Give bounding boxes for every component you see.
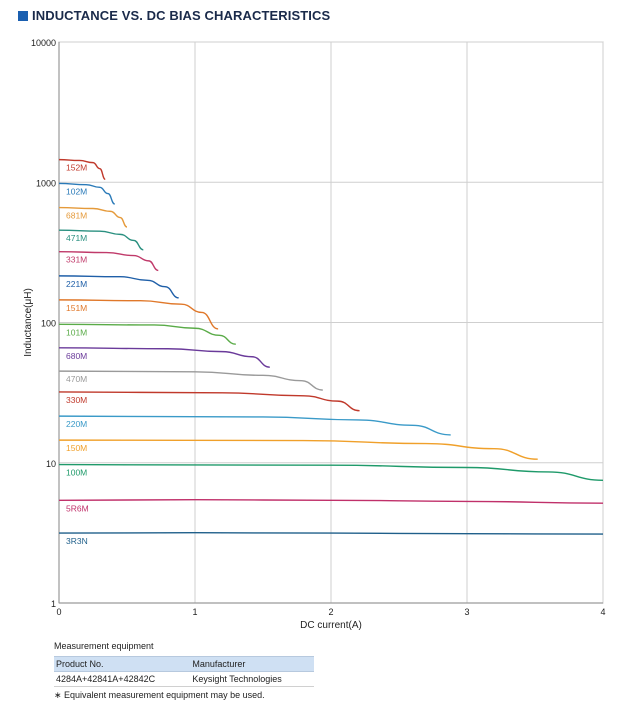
series-label-331m: 331M	[66, 255, 87, 265]
x-tick-label: 0	[56, 607, 61, 617]
series-line-151m	[58, 299, 219, 330]
series-line-471m	[58, 229, 144, 251]
manufacturer-cell: Keysight Technologies	[190, 671, 314, 687]
series-label-152m: 152M	[66, 163, 87, 173]
series-line-102m	[58, 182, 116, 205]
measurement-note: ∗ Equivalent measurement equipment may b…	[54, 690, 265, 700]
chart-title-row: INDUCTANCE VS. DC BIAS CHARACTERISTICS	[18, 8, 330, 23]
series-label-330m: 330M	[66, 395, 87, 405]
x-tick-label: 1	[192, 607, 197, 617]
product-cell: 4284A+42841A+42842C	[54, 671, 191, 687]
series-label-220m: 220M	[66, 419, 87, 429]
y-tick-label: 10000	[31, 38, 56, 48]
series-line-150m	[58, 439, 538, 460]
x-tick-label: 2	[328, 607, 333, 617]
series-label-5r6m: 5R6M	[66, 503, 89, 513]
table-row: 4284A+42841A+42842C Keysight Technologie…	[54, 671, 314, 687]
series-label-150m: 150M	[66, 443, 87, 453]
y-tick-label: 100	[41, 319, 56, 329]
series-label-680m: 680M	[66, 351, 87, 361]
series-label-101m: 101M	[66, 327, 87, 337]
measurement-heading: Measurement equipment	[54, 641, 154, 651]
x-axis-label: DC current(A)	[300, 620, 362, 631]
series-label-471m: 471M	[66, 233, 87, 243]
series-label-681m: 681M	[66, 211, 87, 221]
series-line-681m	[58, 206, 128, 228]
series-line-221m	[58, 275, 179, 299]
series-label-151m: 151M	[66, 303, 87, 313]
series-line-331m	[58, 250, 159, 272]
y-tick-label: 1000	[36, 178, 56, 188]
col-product-header: Product No.	[54, 656, 191, 672]
series-line-152m	[58, 158, 106, 180]
series-label-102m: 102M	[66, 186, 87, 196]
y-tick-label: 10	[46, 459, 56, 469]
series-line-680m	[58, 347, 270, 368]
measurement-section: Measurement equipment Product No. Manufa…	[54, 641, 314, 701]
y-tick-label: 1	[51, 599, 56, 609]
series-line-100m	[58, 463, 604, 481]
series-line-220m	[58, 415, 451, 436]
series-label-100m: 100M	[66, 468, 87, 478]
chart-title: INDUCTANCE VS. DC BIAS CHARACTERISTICS	[32, 8, 331, 23]
series-line-3r3n	[58, 532, 604, 535]
title-square-icon	[18, 10, 28, 21]
series-line-470m	[58, 370, 323, 391]
series-label-3r3n: 3R3N	[66, 536, 88, 546]
series-line-101m	[58, 323, 236, 345]
series-label-470m: 470M	[66, 374, 87, 384]
y-axis-label: Inductance(μH)	[23, 288, 34, 357]
x-tick-label: 3	[464, 607, 469, 617]
measurement-table: Product No. Manufacturer 4284A+42841A+42…	[54, 656, 314, 687]
measurement-header-row: Product No. Manufacturer	[54, 656, 314, 672]
x-tick-label: 4	[600, 607, 605, 617]
series-line-330m	[58, 391, 360, 412]
col-manufacturer-header: Manufacturer	[190, 656, 314, 672]
series-line-5r6m	[58, 499, 604, 504]
series-label-221m: 221M	[66, 279, 87, 289]
